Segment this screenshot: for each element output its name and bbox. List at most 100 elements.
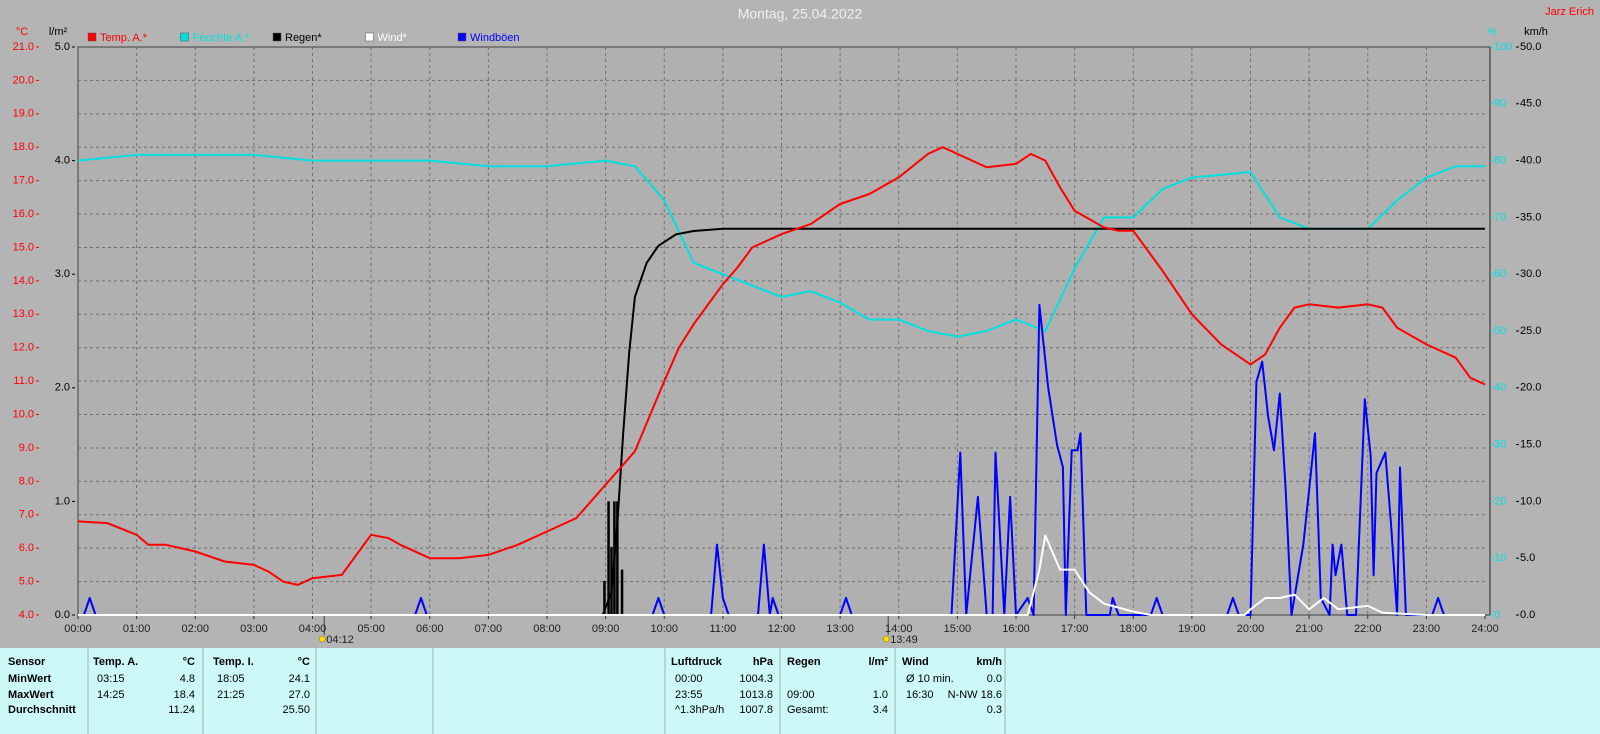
y-tick-label: 13.0 (13, 308, 34, 320)
table-cell: 0.3 (987, 704, 1002, 716)
y-tick-label: 2.0 (55, 382, 70, 394)
sun-icon (318, 635, 326, 643)
table-cell: 24.1 (289, 673, 310, 685)
legend-swatch (365, 32, 374, 42)
y-tick-label: 80 (1494, 155, 1506, 167)
table-cell: Luftdruck (671, 656, 723, 668)
annotation-label: 13:49 (890, 634, 918, 646)
table-cell: 18:05 (217, 673, 245, 685)
table-cell: km/h (976, 656, 1002, 668)
plot-area (77, 46, 1491, 616)
table-cell: 1.0 (873, 689, 888, 701)
y-tick-label: 40 (1494, 382, 1506, 394)
y-tick-label: 20.0 (13, 74, 34, 86)
x-tick-label: 04:00 (299, 623, 327, 635)
table-cell: l/m² (868, 656, 888, 668)
table-cell: 16:30 (906, 689, 934, 701)
y-tick-label: 4.0 (19, 609, 34, 621)
x-tick-label: 05:00 (357, 623, 385, 635)
legend-swatch (180, 32, 189, 42)
x-tick-label: 01:00 (123, 623, 151, 635)
y-tick-label: 3.0 (55, 268, 70, 280)
table-cell: 3.4 (873, 704, 888, 716)
y-tick-label: 5.0 (55, 41, 70, 53)
legend-label: Windböen (470, 32, 520, 44)
y-tick-label: 19.0 (13, 108, 34, 120)
table-cell: °C (298, 656, 310, 668)
y-tick-label: 18.0 (13, 141, 34, 153)
y-tick-label: 10.0 (1520, 495, 1541, 507)
labels: 00:00 01:00 02:00 03:00 04:00 05:00 06:00 07:00… (8, 26, 1548, 734)
y-tick-label: 100 (1494, 41, 1512, 53)
table-cell: 18.4 (174, 689, 195, 701)
x-tick-label: 03:00 (240, 623, 268, 635)
table-cell: 4.8 (180, 673, 195, 685)
legend-label: Feuchte A.* (193, 32, 251, 44)
x-tick-label: 21:00 (1295, 623, 1323, 635)
table-cell: 14:25 (97, 689, 125, 701)
x-tick-label: 09:00 (592, 623, 620, 635)
y-tick-label: 16.0 (13, 208, 34, 220)
table-cell: 1004.3 (739, 673, 773, 685)
y-tick-label: 14.0 (13, 275, 34, 287)
y-tick-label: 20.0 (1520, 382, 1541, 394)
table-cell: Regen (787, 656, 821, 668)
marks (77, 146, 1486, 616)
y-tick-label: 7.0 (19, 509, 34, 521)
y-tick-label: 0.0 (1520, 609, 1535, 621)
table-cell: MaxWert (8, 689, 54, 701)
y-tick-label: 25.0 (1520, 325, 1541, 337)
legend-swatch (87, 32, 97, 42)
table-cell: 25.50 (282, 704, 310, 716)
table-cell: 03:15 (97, 673, 125, 685)
y-tick-label: 11.0 (13, 375, 34, 387)
x-tick-label: 11:00 (710, 623, 737, 635)
table-cell: Sensor (8, 656, 46, 668)
legend-label: Regen* (285, 32, 322, 44)
y-tick-label: 1.0 (55, 495, 70, 507)
x-tick-label: 12:00 (768, 623, 796, 635)
annotation-label: 04:12 (326, 634, 354, 646)
table-cell: 1007.8 (739, 704, 773, 716)
table-cell: Temp. I. (213, 656, 254, 668)
y-tick-label: 60 (1494, 268, 1506, 280)
legend-swatch (272, 32, 282, 42)
y-tick-label: 9.0 (19, 442, 34, 454)
table-cell: Ø 10 min. (906, 673, 954, 685)
table-cell: Wind (902, 656, 929, 668)
y-tick-label: 30.0 (1520, 268, 1541, 280)
y-tick-label: 70 (1494, 211, 1506, 223)
x-tick-label: 13:00 (826, 623, 854, 635)
x-tick-label: 15:00 (944, 623, 972, 635)
table-cell: 09:00 (787, 689, 815, 701)
axis-unit-label: °C (16, 26, 28, 38)
table-cell: N-NW 18.6 (948, 689, 1002, 701)
table-cell: 23:55 (675, 689, 703, 701)
table-cell: ^1.3hPa/h (675, 704, 724, 716)
x-tick-label: 08:00 (533, 623, 561, 635)
axis-unit-label: km/h (1524, 26, 1548, 38)
x-tick-label: 22:00 (1354, 623, 1382, 635)
x-tick-label: 18:00 (1119, 623, 1147, 635)
x-tick-label: 24:00 (1471, 623, 1499, 635)
table-cell: 27.0 (289, 689, 310, 701)
y-tick-label: 30 (1494, 439, 1506, 451)
y-tick-label: 15.0 (13, 241, 34, 253)
x-tick-label: 19:00 (1178, 623, 1206, 635)
table-cell: 1013.8 (739, 689, 773, 701)
table-cell: 11.24 (168, 704, 195, 716)
y-tick-label: 50.0 (1520, 41, 1541, 53)
x-tick-label: 17:00 (1061, 623, 1089, 635)
table-cell: °C (183, 656, 195, 668)
y-tick-label: 8.0 (19, 475, 34, 487)
stats-table-background (0, 648, 1600, 734)
y-tick-label: 10 (1494, 552, 1506, 564)
author: Jarz Erich (1545, 6, 1594, 18)
y-tick-label: 45.0 (1520, 98, 1541, 110)
y-tick-label: 5.0 (1520, 552, 1535, 564)
x-tick-label: 16:00 (1002, 623, 1030, 635)
series-line (77, 153, 1485, 338)
series-line (77, 146, 1486, 586)
